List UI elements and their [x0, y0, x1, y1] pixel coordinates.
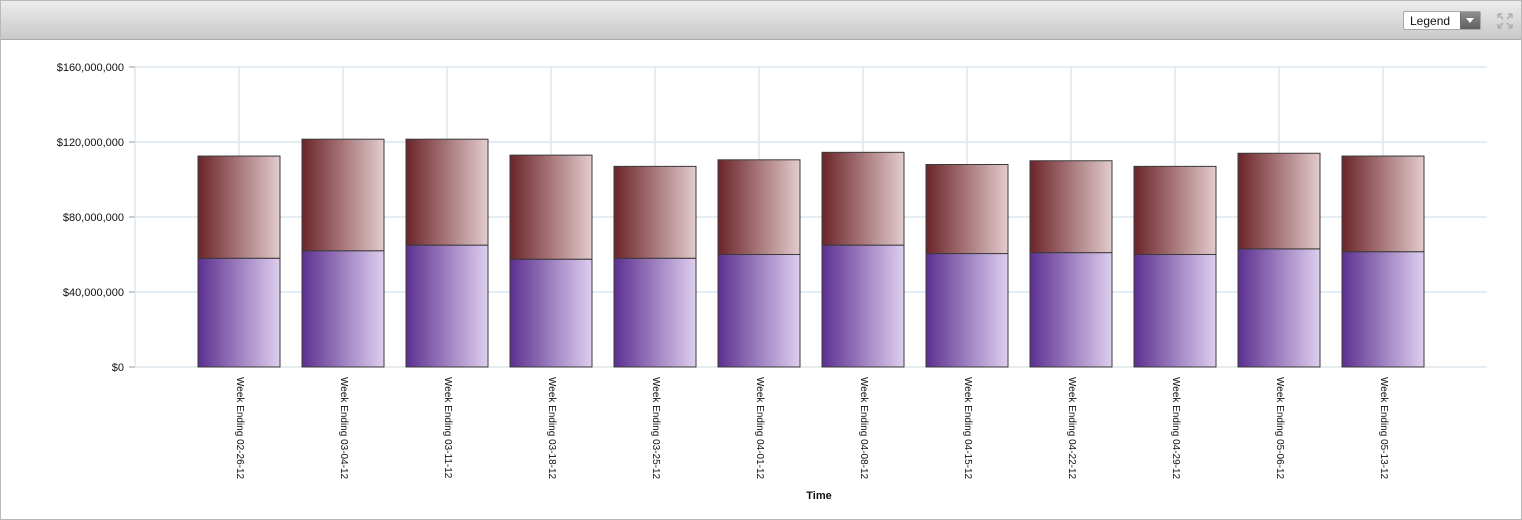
bar-segment-series-1	[717, 254, 801, 368]
bar-segment-series-2	[405, 138, 489, 246]
x-tick-label: Week Ending 03-25-12	[650, 377, 661, 480]
x-tick-label: Week Ending 04-15-12	[962, 377, 973, 480]
bar-segment-series-2	[925, 164, 1009, 255]
y-tick-label: $80,000,000	[63, 212, 124, 224]
stacked-bar-chart: $0 $40,000,000 $80,000,000 $120,000,000 $160…	[57, 62, 1487, 502]
bar-segment-series-2	[613, 165, 697, 259]
bar-segment-series-1	[821, 244, 905, 368]
bar-segment-series-1	[1133, 254, 1217, 368]
bar-segment-series-1	[613, 257, 697, 368]
bar-segment-series-2	[509, 154, 593, 260]
bar-segment-series-1	[509, 258, 593, 368]
x-tick-label: Week Ending 04-08-12	[858, 377, 869, 480]
bar-segment-series-1	[925, 253, 1009, 368]
bar-segment-series-1	[1341, 251, 1425, 368]
x-tick-label: Week Ending 04-01-12	[754, 377, 765, 480]
x-tick-label: Week Ending 04-29-12	[1170, 377, 1181, 480]
legend-dropdown[interactable]: Legend	[1403, 11, 1481, 30]
bar-segment-series-2	[301, 138, 385, 252]
x-tick-label: Week Ending 03-04-12	[338, 377, 349, 480]
bar-segment-series-2	[1341, 155, 1425, 253]
bar-segment-series-1	[405, 244, 489, 368]
bar-segment-series-1	[1029, 252, 1113, 368]
x-tick-label: Week Ending 03-11-12	[442, 377, 453, 479]
x-tick-label: Week Ending 03-18-12	[546, 377, 557, 480]
y-tick-label: $160,000,000	[57, 62, 124, 74]
bar-segment-series-2	[1029, 160, 1113, 254]
bar-segment-series-1	[197, 257, 281, 368]
y-tick-label: $120,000,000	[57, 137, 124, 149]
y-tick-label: $0	[112, 362, 124, 374]
chevron-down-icon[interactable]	[1460, 12, 1480, 29]
bar-segment-series-2	[197, 155, 281, 259]
bar-segment-series-1	[1237, 248, 1321, 368]
bar-segment-series-1	[301, 250, 385, 368]
bar-segment-series-2	[821, 151, 905, 246]
x-tick-label: Week Ending 04-22-12	[1066, 377, 1077, 480]
x-tick-label: Week Ending 02-26-12	[234, 377, 245, 480]
bar-segment-series-2	[717, 159, 801, 255]
x-tick-label: Week Ending 05-13-12	[1378, 377, 1389, 480]
panel-toolbar: Legend	[1, 1, 1521, 40]
y-tick-label: $40,000,000	[63, 287, 124, 299]
x-tick-label: Week Ending 05-06-12	[1274, 377, 1285, 480]
bar-segment-series-2	[1133, 165, 1217, 255]
expand-arrows-icon[interactable]	[1497, 13, 1513, 29]
legend-dropdown-value: Legend	[1410, 14, 1451, 28]
bar-segment-series-2	[1237, 152, 1321, 250]
x-axis-title: Time	[806, 490, 831, 502]
